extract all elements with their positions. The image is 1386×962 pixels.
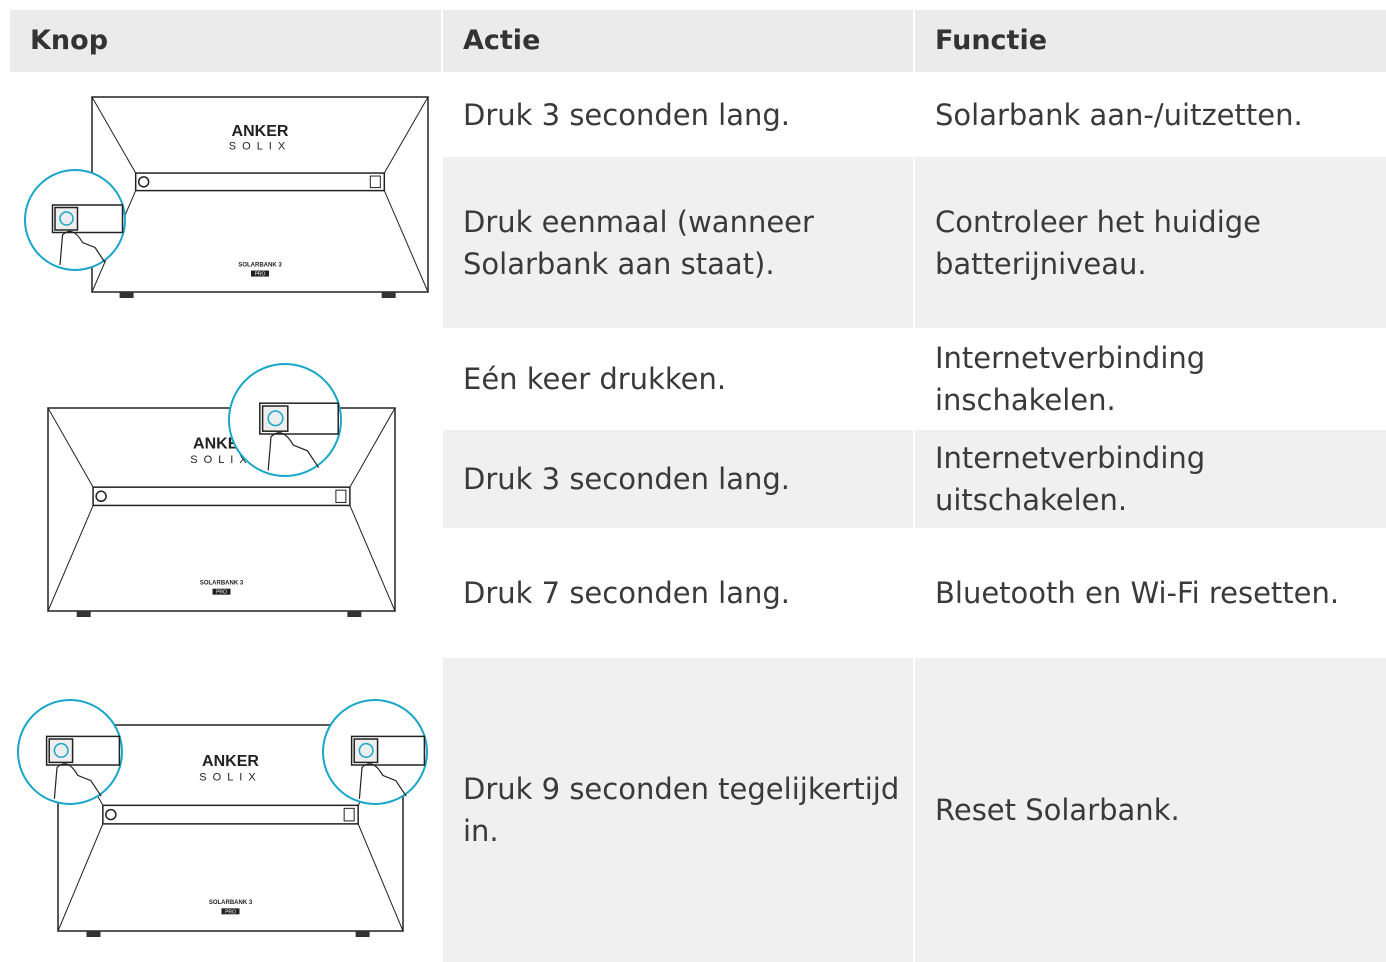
function-cell: Controleer het huidige batterijniveau.: [915, 157, 1386, 328]
action-cell: Druk eenmaal (wanneer Solarbank aan staa…: [443, 157, 913, 328]
function-cell: Bluetooth en Wi-Fi resetten.: [935, 576, 1340, 610]
callout-button: [261, 405, 289, 432]
callout-icon: [358, 742, 374, 758]
iot-button: [335, 489, 347, 503]
action-cell: Druk 7 seconden lang.: [463, 576, 791, 610]
device-edge: [349, 505, 396, 612]
device-sub: SOLIX: [199, 772, 261, 784]
function-cell: Solarbank aan-/uitzetten.: [935, 97, 1303, 132]
device-badge: PRO: [216, 590, 227, 596]
action-cell: Druk 3 seconden lang.: [463, 97, 791, 132]
hand: [53, 763, 102, 799]
device-sub: SOLIX: [190, 454, 252, 466]
badge-bg: [212, 588, 231, 595]
hand: [59, 230, 106, 266]
device-brand: ANKER: [202, 753, 259, 770]
power-button: [105, 808, 117, 821]
badge-bg: [221, 908, 240, 915]
callout-button: [54, 206, 79, 231]
device-body: [91, 96, 429, 293]
header-cell: Functie: [915, 10, 1386, 72]
device-edge: [91, 96, 137, 174]
device-edge: [383, 96, 429, 174]
device-foot: [347, 611, 362, 617]
device-sub: SOLIX: [229, 141, 291, 153]
header-cell: Knop: [10, 10, 441, 72]
badge-bg: [251, 270, 269, 277]
action-cell: Druk 3 seconden lang.: [443, 430, 913, 528]
callout-icon: [267, 410, 284, 427]
device-model: SOLARBANK 3: [209, 900, 253, 906]
device-foot: [355, 931, 370, 937]
callout-icon: [53, 742, 69, 758]
device-edge: [349, 407, 396, 488]
device-bar: [134, 172, 386, 192]
device-edge: [47, 505, 94, 612]
device-edge: [47, 407, 94, 488]
callout-button: [353, 738, 379, 764]
power-button: [95, 490, 107, 503]
device-foot: [86, 931, 101, 937]
device-bar: [92, 486, 351, 507]
device-brand: ANKER: [232, 123, 289, 140]
hand: [267, 432, 320, 471]
device-foot: [381, 292, 396, 298]
function-cell: Reset Solarbank.: [915, 658, 1386, 962]
header-cell: Actie: [443, 10, 913, 72]
device-badge: PRO: [255, 272, 266, 278]
device-badge: PRO: [225, 909, 236, 915]
device-foot: [119, 292, 134, 298]
function-cell: Internetverbinding inschakelen.: [935, 341, 1206, 417]
action-cell: Eén keer drukken.: [463, 362, 727, 396]
iot-button: [343, 807, 355, 822]
iot-button: [369, 175, 381, 189]
device-foot: [76, 611, 91, 617]
device-model: SOLARBANK 3: [238, 263, 282, 269]
action-cell: Druk 9 seconden tegelijkertijd in.: [443, 658, 913, 962]
device-edge: [57, 823, 104, 932]
power-button: [137, 176, 150, 188]
callout-icon: [59, 211, 74, 226]
function-cell: Internetverbinding uitschakelen.: [915, 430, 1386, 528]
hand: [358, 763, 407, 799]
device-model: SOLARBANK 3: [200, 581, 244, 587]
device-edge: [357, 823, 404, 932]
device-bar: [102, 804, 359, 825]
callout-button: [48, 738, 74, 764]
device-edge: [383, 190, 429, 293]
